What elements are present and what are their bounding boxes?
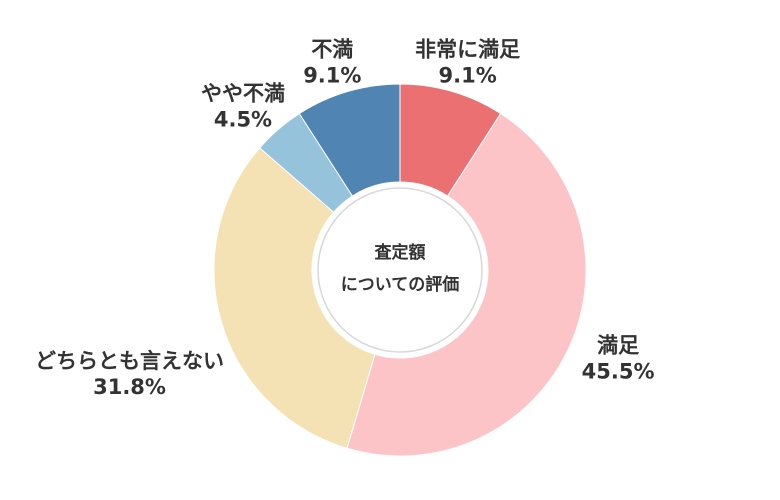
slices xyxy=(213,83,587,457)
center-text: 査定額 xyxy=(374,242,426,263)
inner-ring xyxy=(317,187,483,353)
value-label: 4.5% xyxy=(214,107,272,131)
category-label: 不満 xyxy=(311,38,353,62)
category-label: やや不満 xyxy=(201,81,285,105)
value-label: 9.1% xyxy=(439,64,497,88)
category-label: どちらとも言えない xyxy=(35,349,224,373)
value-label: 31.8% xyxy=(93,375,166,399)
donut-hole xyxy=(312,182,488,358)
value-label: 45.5% xyxy=(582,360,655,384)
center-text: についての評価 xyxy=(341,274,460,295)
value-label: 9.1% xyxy=(303,64,361,88)
category-label: 満足 xyxy=(597,334,639,358)
category-label: 非常に満足 xyxy=(415,38,520,62)
